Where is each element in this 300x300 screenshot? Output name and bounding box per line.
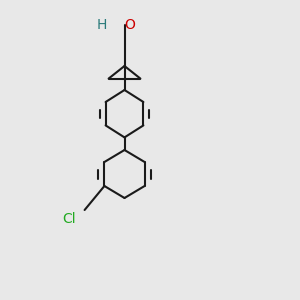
Text: O: O [124, 18, 135, 32]
Text: Cl: Cl [62, 212, 76, 226]
Text: H: H [96, 18, 106, 32]
